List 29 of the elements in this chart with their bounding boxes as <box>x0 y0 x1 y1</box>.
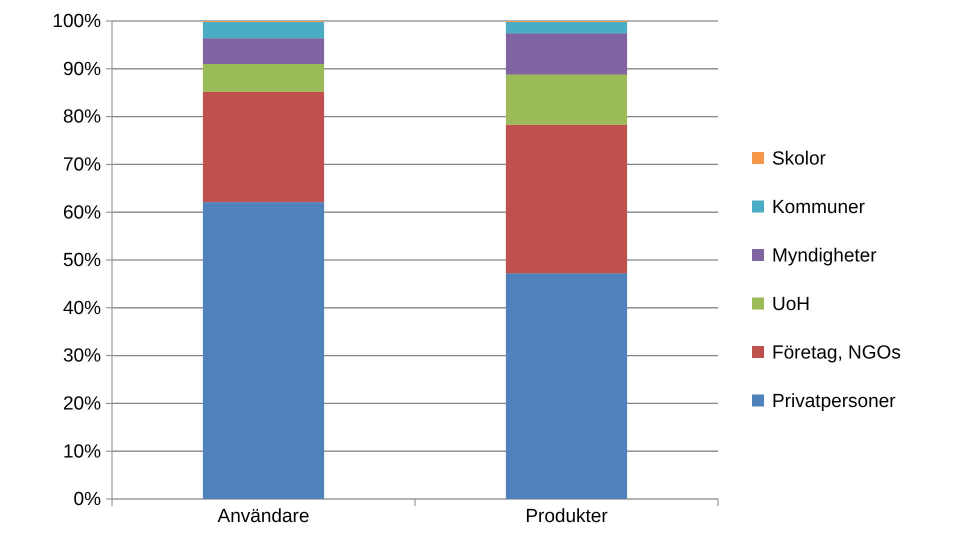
bar <box>506 124 628 274</box>
y-tick-label: 30% <box>62 346 102 367</box>
y-tick-label: 20% <box>62 393 102 414</box>
legend-label: Kommuner <box>772 197 866 218</box>
legend-label: UoH <box>772 294 810 316</box>
bar <box>202 22 324 38</box>
y-tick-label: 50% <box>62 250 102 272</box>
y-tick-label: 100% <box>52 11 102 32</box>
y-tick-label: 60% <box>62 202 102 224</box>
y-tick-label: 70% <box>62 154 102 176</box>
bar <box>202 38 324 64</box>
legend-label: Skolor <box>772 148 827 170</box>
bar <box>202 64 324 92</box>
y-tick-label: 10% <box>62 441 102 462</box>
legend-label: Företag, NGOs <box>772 342 901 364</box>
bar <box>202 202 324 499</box>
legend-label: Myndigheter <box>772 246 878 267</box>
x-tick-label: Användare <box>218 506 310 527</box>
bar <box>506 33 628 75</box>
y-tick-label: 0% <box>74 489 102 510</box>
bar <box>202 92 324 202</box>
y-tick-label: 40% <box>62 298 102 319</box>
y-tick-label: 80% <box>62 106 102 128</box>
bar <box>506 74 628 125</box>
x-tick-label: Produkter <box>525 506 608 527</box>
y-tick-label: 90% <box>62 58 102 80</box>
bar <box>506 22 628 34</box>
bar <box>506 273 628 499</box>
legend-label: Privatpersoner <box>772 391 896 412</box>
